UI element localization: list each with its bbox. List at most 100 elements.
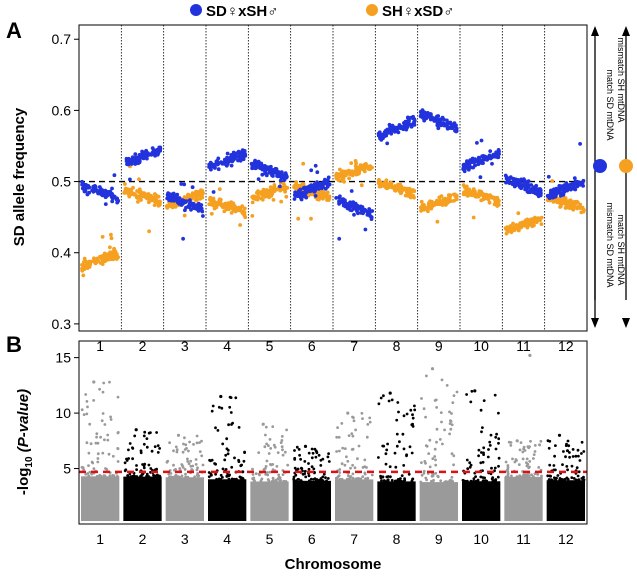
panel-a-point [191,203,196,208]
panel-a-point [336,178,341,183]
manhattan-point [572,477,576,480]
manhattan-point [180,474,184,478]
panel-a-point [229,163,234,168]
manhattan-point [351,463,354,467]
panel-a-point [320,193,325,198]
manhattan-point [345,477,349,481]
side-annotations: match SD mtDNA mismatch SD mtDNA mismatc… [591,26,633,328]
manhattan-point [526,462,530,466]
panel-a-point [109,232,113,237]
panel-b-xtick-label: 8 [393,531,401,547]
manhattan-point [536,472,539,476]
manhattan-point [518,448,522,452]
panel-a-point [445,121,450,125]
panel-a-point [559,187,564,192]
panel-a-point [292,184,297,188]
panel-a-point [143,193,148,198]
panel-a-point [167,192,172,197]
manhattan-point [546,439,550,443]
manhattan-point [408,445,412,449]
manhattan-point [223,458,227,462]
panel-a-point [271,198,276,202]
panel-a-point [406,115,410,120]
panel-a-point [511,221,515,226]
manhattan-point [317,453,321,457]
panel-a-point [227,207,231,212]
panel-a-point [267,195,271,200]
panel-b-label: B [6,332,22,357]
manhattan-point [506,473,510,476]
manhattan-point [227,423,231,427]
manhattan-point [568,455,571,459]
manhattan-point [147,475,151,478]
panel-a-point [368,214,373,219]
manhattan-point [440,420,443,424]
manhattan-point [345,455,348,459]
panel-a-point [177,196,182,200]
manhattan-point [513,460,517,464]
panel-a-xtick-label: 6 [308,338,316,354]
manhattan-point [347,434,351,437]
panel-a-point [401,187,406,192]
manhattan-point [390,478,394,482]
panel-a-point [430,199,434,204]
manhattan-point [494,435,498,439]
panel-a-point [422,118,427,123]
manhattan-point [123,461,127,465]
panel-a-point [520,221,525,226]
manhattan-point [186,475,190,479]
panel-a-point [357,165,361,170]
panel-a-point [334,173,338,178]
panel-a-xtick-label: 11 [516,338,531,354]
panel-a-point [562,183,567,188]
panel-a-label: A [6,18,22,43]
manhattan-point [497,441,500,445]
manhattan-point [139,474,143,478]
panel-a-point [474,192,478,197]
panel-a-point [255,164,260,168]
panel-a-point [82,267,87,271]
manhattan-point [575,466,579,470]
manhattan-point [424,476,428,480]
manhattan-point [286,463,290,467]
manhattan-point [145,474,149,478]
panel-a-point [136,200,140,204]
panel-a-point [108,245,112,250]
manhattan-band [419,482,458,521]
panel-a-ytick-label: 0.4 [52,245,72,261]
manhattan-point [221,442,225,446]
manhattan-point [257,451,261,454]
manhattan-point [377,402,381,406]
panel-a-point [461,166,466,171]
panel-a-point [272,183,277,187]
manhattan-point [469,400,473,404]
manhattan-point [390,398,394,402]
panel-a-point [504,231,509,236]
manhattan-point [450,412,453,415]
manhattan-point [142,464,146,468]
manhattan-point [293,456,297,460]
panel-a-point [522,177,526,182]
panel-a-point [299,197,304,202]
manhattan-point [465,458,469,462]
manhattan-point [504,460,508,464]
manhattan-point [311,451,315,455]
panel-a-point [493,195,498,200]
manhattan-point [314,455,318,459]
manhattan-point [428,438,432,442]
panel-a-point [237,205,241,210]
panel-a-point [214,205,219,210]
manhattan-point [352,419,356,423]
panel-a-point [409,124,414,129]
manhattan-point [435,440,438,444]
panel-a-point [195,193,200,198]
panel-a-point [250,200,255,205]
manhattan-point [482,446,486,450]
manhattan-point [189,459,193,463]
manhattan-point [273,445,277,449]
panel-a-point [111,254,116,259]
manhattan-point [522,475,526,479]
panel-a-point [477,156,482,161]
panel-a-point [404,120,409,124]
